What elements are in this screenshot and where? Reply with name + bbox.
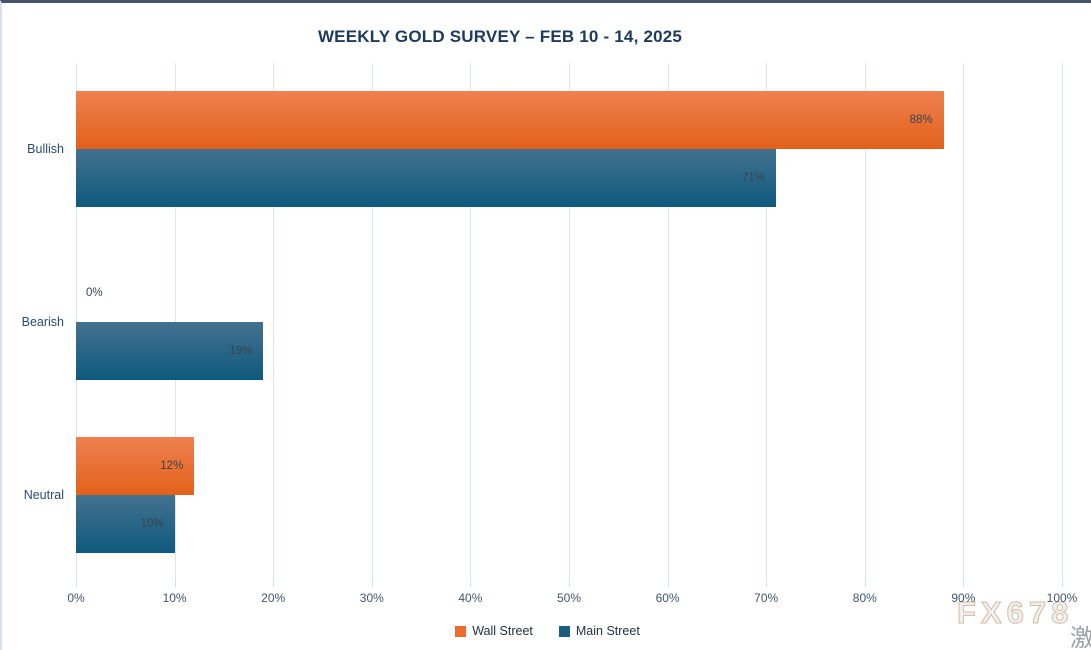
gridline: [371, 63, 373, 581]
legend-item-wall-street: Wall Street: [455, 624, 533, 638]
axis-tick: [273, 581, 275, 587]
axis-tick: [963, 581, 965, 587]
x-axis-tick-label: 80%: [852, 591, 877, 605]
axis-tick: [1062, 581, 1063, 587]
axis-tick: [766, 581, 768, 587]
bar-value-label: 88%: [909, 114, 933, 127]
axis-tick: [667, 581, 669, 587]
bar-value-label: 12%: [160, 459, 184, 472]
gridline: [273, 63, 275, 581]
legend-label: Wall Street: [472, 624, 533, 638]
x-axis-tick-label: 90%: [951, 591, 976, 605]
axis-tick: [371, 581, 373, 587]
plot-area: 88% 71% 0% 19% 12% 10%: [76, 63, 1063, 587]
gridline: [963, 63, 965, 581]
watermark-cjk-fragment: 激: [1070, 618, 1091, 650]
bar-main-street: [76, 494, 175, 553]
watermark-fx678: FX678: [956, 595, 1074, 631]
legend-swatch-icon: [455, 625, 467, 637]
axis-tick: [174, 581, 176, 587]
bar-value-label: 10%: [140, 517, 164, 530]
bar-value-label: 19%: [229, 345, 253, 357]
x-axis-tick-label: 40%: [458, 591, 483, 605]
axis-tick: [76, 581, 77, 587]
category-label: Neutral: [23, 487, 64, 502]
chart-title: WEEKLY GOLD SURVEY – FEB 10 - 14, 2025: [317, 27, 683, 46]
bar-main-street: [76, 149, 777, 208]
axis-tick: [569, 581, 570, 587]
gridline: [1062, 63, 1063, 581]
chart-legend: Wall Street Main Street: [2, 624, 1091, 638]
bar-wall-street: [76, 91, 944, 150]
x-axis-tick-label: 0%: [67, 591, 85, 605]
gridline: [864, 63, 866, 581]
bar-main-street: [76, 322, 264, 380]
category-label: Bearish: [21, 315, 64, 329]
bar-value-label: 71%: [742, 172, 766, 185]
gridline: [569, 63, 570, 581]
x-axis-tick-label: 10%: [162, 591, 187, 605]
legend-swatch-icon: [558, 625, 570, 637]
x-axis-tick-label: 30%: [359, 591, 384, 605]
legend-item-main-street: Main Street: [558, 624, 640, 638]
bar-wall-street: [76, 436, 195, 495]
x-axis-tick-label: 60%: [655, 591, 680, 605]
x-axis-tick-label: 20%: [261, 591, 286, 605]
axis-tick: [470, 581, 472, 587]
x-axis-tick-label: 50%: [556, 591, 582, 605]
legend-label: Main Street: [575, 624, 640, 638]
bar-value-label: 0%: [86, 287, 103, 299]
x-axis-tick-label: 100%: [1046, 591, 1078, 605]
category-label: Bullish: [27, 142, 64, 157]
gridline: [667, 63, 669, 581]
gridline: [766, 63, 768, 581]
gridline: [470, 63, 472, 581]
axis-tick: [864, 581, 866, 587]
x-axis-tick-label: 70%: [754, 591, 779, 605]
